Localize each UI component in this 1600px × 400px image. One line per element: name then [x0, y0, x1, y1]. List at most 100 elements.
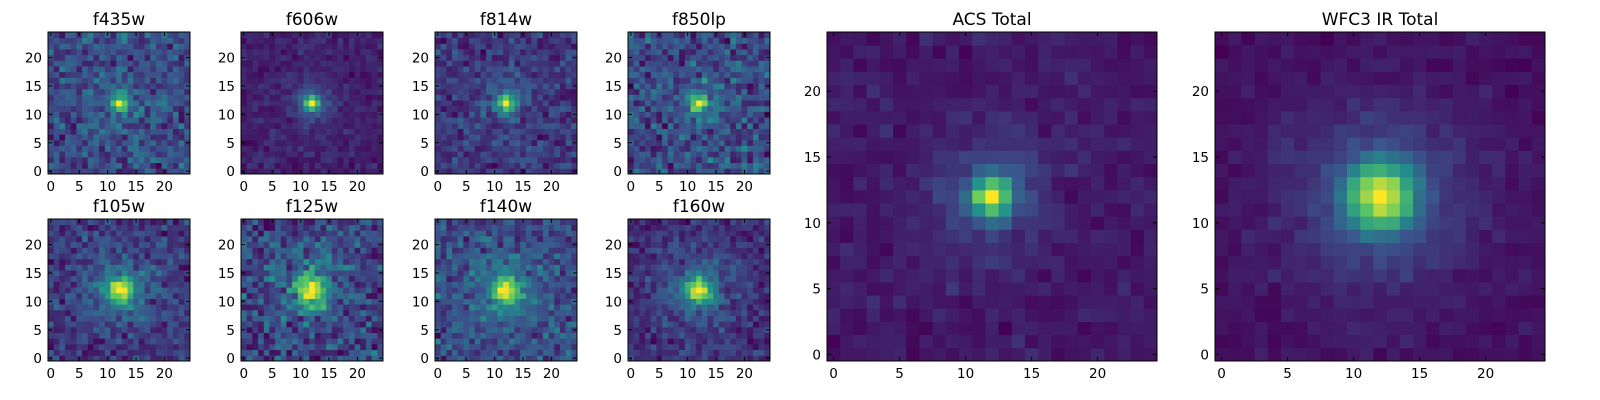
heatmap-cell — [65, 105, 72, 112]
heatmap-cell — [662, 168, 669, 175]
heatmap-cell — [486, 338, 493, 345]
heatmap-cell — [161, 139, 168, 146]
heatmap-cell — [65, 219, 72, 226]
heatmap-cell — [167, 139, 174, 146]
heatmap-cell — [469, 343, 476, 351]
heatmap-cell — [48, 145, 55, 152]
heatmap-cell — [286, 145, 293, 152]
heatmap-cell — [110, 236, 117, 243]
heatmap-cell — [292, 292, 299, 299]
heatmap-cell — [525, 43, 532, 50]
heatmap-cell — [503, 326, 510, 333]
heatmap-cell — [280, 43, 287, 50]
heatmap-cell — [565, 128, 572, 135]
heatmap-cell — [104, 343, 111, 351]
heatmap-cell — [548, 253, 555, 260]
heatmap-cell — [314, 287, 321, 294]
heatmap-cell — [633, 304, 640, 311]
heatmap-cell — [559, 111, 567, 118]
heatmap-cell — [525, 241, 532, 248]
heatmap-cell — [320, 224, 327, 231]
heatmap-cell — [508, 298, 515, 305]
heatmap-cell — [707, 349, 714, 356]
heatmap-cell — [331, 338, 338, 345]
heatmap-cell — [730, 49, 737, 56]
heatmap-cell — [377, 253, 384, 260]
heatmap-cell — [76, 139, 83, 146]
heatmap-cell — [292, 281, 299, 288]
heatmap-cell — [331, 281, 338, 288]
heatmap-cell — [679, 355, 686, 362]
heatmap-cell — [258, 71, 265, 78]
heatmap-cell — [354, 270, 361, 277]
heatmap-cell — [309, 37, 316, 44]
heatmap-cell — [343, 292, 350, 299]
heatmap-cell — [735, 338, 742, 345]
heatmap-cell — [116, 49, 123, 56]
heatmap-cell — [178, 151, 185, 158]
heatmap-cell — [258, 32, 265, 39]
heatmap-cell — [252, 105, 259, 112]
heatmap-cell — [497, 258, 504, 265]
heatmap-cell — [713, 60, 720, 67]
heatmap-cell — [280, 168, 287, 175]
heatmap-cell — [764, 71, 771, 78]
heatmap-cell — [542, 270, 549, 277]
heatmap-cell — [480, 224, 487, 231]
heatmap-cell — [337, 292, 344, 299]
heatmap-cell — [184, 32, 191, 39]
heatmap-cell — [303, 349, 310, 356]
heatmap-cell — [656, 105, 663, 112]
heatmap-cell — [320, 156, 327, 164]
heatmap-cell — [121, 77, 128, 84]
heatmap-cell — [650, 343, 657, 351]
heatmap-cell — [263, 343, 270, 351]
heatmap-cell — [639, 338, 646, 345]
heatmap-cell — [127, 219, 134, 226]
heatmap-cell — [537, 128, 544, 135]
heatmap-cell — [99, 292, 106, 299]
heatmap-cell — [690, 315, 697, 322]
heatmap-cell — [87, 338, 94, 345]
heatmap-cell — [480, 355, 487, 362]
heatmap-cell — [548, 264, 555, 271]
heatmap-cell — [559, 54, 567, 61]
heatmap-cell — [70, 298, 77, 305]
heatmap-cell — [718, 298, 725, 305]
heatmap-cell — [127, 315, 134, 322]
heatmap-cell — [127, 247, 134, 254]
heatmap-cell — [639, 304, 646, 311]
heatmap-cell — [565, 304, 572, 311]
heatmap-cell — [167, 122, 174, 129]
heatmap-cell — [280, 236, 287, 243]
heatmap-cell — [65, 236, 72, 243]
heatmap-cell — [53, 326, 60, 333]
heatmap-cell — [252, 111, 259, 118]
heatmap-cell — [354, 54, 361, 61]
heatmap-cell — [53, 128, 60, 135]
y-tick-label: 15 — [25, 79, 42, 95]
heatmap-cell — [138, 77, 145, 84]
heatmap-cell — [331, 332, 338, 339]
heatmap-cell — [292, 253, 299, 260]
heatmap-cell — [246, 332, 253, 339]
heatmap-cell — [667, 54, 674, 61]
heatmap-cell — [747, 156, 754, 164]
x-tick-label: 20 — [543, 366, 560, 382]
heatmap-cell — [155, 236, 162, 243]
heatmap-cell — [320, 236, 327, 243]
heatmap-cell — [178, 43, 185, 50]
heatmap-cell — [286, 287, 293, 294]
heatmap-cell — [155, 349, 162, 356]
x-tick-label: 15 — [514, 179, 531, 195]
heatmap-cell — [326, 145, 333, 152]
heatmap-cell — [178, 224, 185, 231]
heatmap-cell — [65, 156, 72, 164]
heatmap-cell — [639, 60, 646, 67]
heatmap-cell — [360, 287, 367, 294]
heatmap-cell — [690, 309, 697, 316]
heatmap-cell — [93, 224, 100, 231]
heatmap-cell — [65, 338, 72, 345]
heatmap-cell — [93, 145, 100, 152]
heatmap-cell — [452, 128, 459, 135]
